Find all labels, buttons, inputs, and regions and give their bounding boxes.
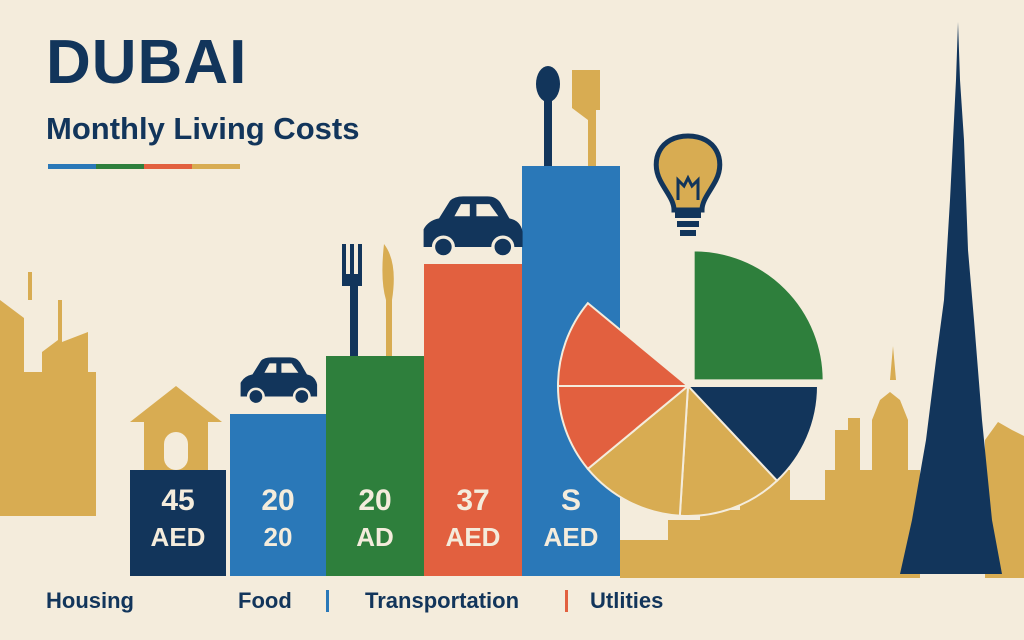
bar-value-label: 20 bbox=[358, 484, 391, 517]
pie-slice bbox=[692, 249, 825, 382]
bar-value-label: 37 bbox=[456, 484, 489, 517]
pie-slice bbox=[678, 383, 779, 517]
burj-tower bbox=[900, 22, 1002, 574]
bar bbox=[230, 414, 326, 576]
bar-value-label: 20 bbox=[261, 484, 294, 517]
bar-unit-label: AD bbox=[356, 522, 394, 552]
legend-item-housing: Housing bbox=[46, 588, 134, 613]
car-icon bbox=[240, 357, 318, 406]
skyline-back-right bbox=[890, 346, 896, 380]
bar-unit-label: AED bbox=[151, 522, 206, 552]
title-stripe bbox=[96, 164, 144, 169]
spoon-knife-icon bbox=[536, 66, 600, 166]
car-icon bbox=[423, 196, 523, 259]
title-stripe bbox=[144, 164, 192, 169]
skyline-right bbox=[825, 392, 920, 578]
pie-slice bbox=[685, 385, 820, 483]
bar bbox=[326, 356, 424, 576]
legend-item-utilities: Utlities bbox=[590, 588, 664, 613]
legend-separator bbox=[326, 590, 329, 612]
pie-chart bbox=[556, 249, 825, 517]
pie-slice bbox=[556, 385, 691, 471]
page-subtitle: Monthly Living Costs bbox=[46, 111, 360, 146]
page-title: DUBAI bbox=[46, 28, 248, 97]
title-stripe bbox=[192, 164, 240, 169]
bar bbox=[130, 470, 226, 576]
bar-unit-label: 20 bbox=[264, 522, 293, 552]
skyline-left-tower bbox=[0, 300, 24, 378]
bar-unit-label: AED bbox=[446, 522, 501, 552]
bar-unit-label: AED bbox=[544, 522, 599, 552]
title-stripe bbox=[48, 164, 96, 169]
house-icon bbox=[130, 386, 222, 470]
legend-separator bbox=[565, 590, 568, 612]
bar-value-label: S bbox=[561, 484, 581, 517]
lightbulb-icon bbox=[653, 133, 723, 236]
pie-slice bbox=[556, 301, 691, 387]
bar-series: 45 AED 20 20 20 AD 37 AED S AED bbox=[130, 166, 620, 576]
skyline-low bbox=[620, 470, 826, 578]
bar-value-label: 45 bbox=[161, 484, 194, 517]
bar bbox=[424, 264, 522, 576]
legend-item-transportation: Transportation bbox=[365, 588, 520, 613]
skyline-left bbox=[0, 272, 96, 516]
fork-knife-icon bbox=[342, 244, 394, 356]
pie-slice bbox=[586, 383, 690, 517]
legend-item-food: Food bbox=[238, 588, 292, 613]
